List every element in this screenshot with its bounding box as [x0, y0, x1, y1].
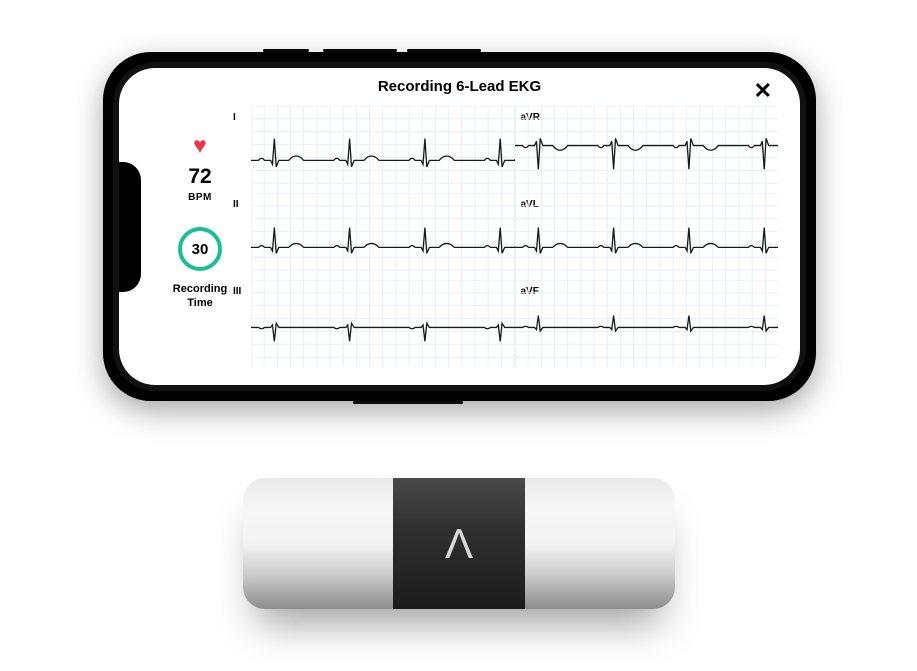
stats-panel: ♥ 72 BPM 30 Recording Time [161, 134, 239, 311]
ecg-lead: III [251, 280, 515, 367]
ecg-trace [515, 280, 779, 367]
lead-label: II [233, 199, 239, 210]
app-header: Recording 6-Lead EKG ✕ [119, 78, 800, 95]
ecg-lead: aVF [515, 280, 779, 367]
recording-time-label: Recording Time [173, 283, 227, 311]
ecg-trace [251, 106, 515, 193]
ecg-lead: II [251, 193, 515, 280]
ecg-trace [251, 280, 515, 367]
ecg-grid: IaVRIIaVLIIIaVF [251, 106, 778, 367]
ecg-trace [515, 106, 779, 193]
phone-frame: Recording 6-Lead EKG ✕ ♥ 72 BPM 30 Recor… [103, 52, 816, 401]
ecg-trace [251, 193, 515, 280]
timer-value: 30 [192, 241, 209, 258]
ecg-lead: aVR [515, 106, 779, 193]
heart-icon: ♥ [193, 134, 207, 157]
device-center: Λ [393, 478, 525, 609]
phone-side-button [353, 401, 463, 404]
recording-timer-ring: 30 [178, 227, 222, 271]
close-icon[interactable]: ✕ [754, 80, 772, 102]
phone-side-button [407, 49, 481, 52]
ecg-lead: I [251, 106, 515, 193]
page-title: Recording 6-Lead EKG [378, 78, 541, 95]
phone-side-button [323, 49, 397, 52]
phone-notch [119, 162, 141, 292]
device-electrode-left [243, 478, 393, 609]
ecg-trace [515, 193, 779, 280]
phone-side-button [263, 49, 309, 52]
phone-bezel: Recording 6-Lead EKG ✕ ♥ 72 BPM 30 Recor… [113, 62, 806, 391]
lead-label: I [233, 112, 236, 123]
ekg-device: Λ [243, 478, 675, 609]
lead-label: III [233, 286, 241, 297]
device-electrode-right [525, 478, 675, 609]
device-logo-icon: Λ [445, 520, 473, 568]
bpm-label: BPM [188, 192, 212, 203]
ecg-lead: aVL [515, 193, 779, 280]
canvas: Recording 6-Lead EKG ✕ ♥ 72 BPM 30 Recor… [0, 0, 917, 671]
bpm-value: 72 [188, 165, 211, 189]
phone-screen: Recording 6-Lead EKG ✕ ♥ 72 BPM 30 Recor… [119, 68, 800, 385]
